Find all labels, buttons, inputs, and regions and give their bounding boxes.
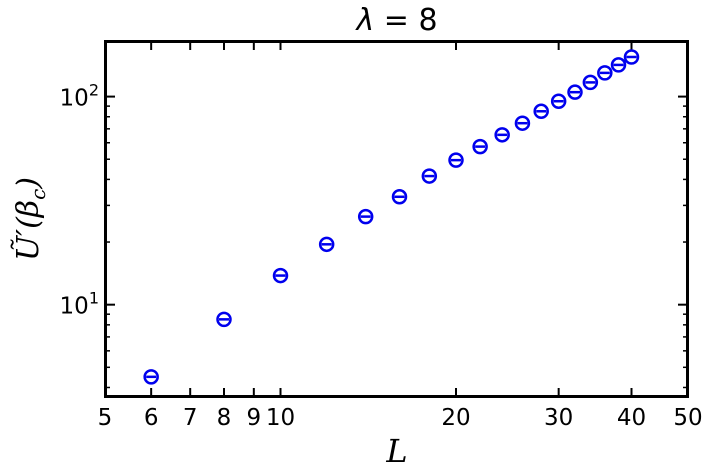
- data-point-marker: [143, 369, 159, 385]
- data-point: [318, 236, 335, 253]
- data-point: [391, 189, 408, 205]
- data-point-marker: [391, 189, 408, 205]
- data-point-marker: [216, 311, 232, 328]
- data-point-marker: [533, 103, 549, 120]
- x-tick-label: 50: [673, 405, 702, 431]
- data-point-marker: [597, 65, 613, 81]
- x-tick-label: 10: [266, 405, 295, 431]
- plot-frame: [104, 40, 689, 398]
- data-point: [623, 49, 640, 65]
- data-point: [597, 65, 613, 81]
- x-tick-labels: 5 6 7 8 9 10 20 30 40 50: [98, 405, 703, 431]
- data-point: [582, 74, 599, 91]
- data-point-marker: [357, 208, 374, 225]
- y-tick-label: 101: [60, 289, 99, 320]
- data-point: [567, 84, 583, 100]
- data-point-marker: [421, 168, 438, 184]
- x-axis-label: L: [385, 432, 407, 470]
- chart-title: λ = 8: [354, 3, 437, 38]
- x-tick-label: 7: [183, 405, 198, 431]
- data-point-marker: [494, 127, 510, 143]
- data-series: [143, 49, 640, 385]
- x-tick-label: 40: [617, 405, 646, 431]
- data-point: [514, 115, 531, 131]
- data-point: [143, 369, 159, 385]
- data-point: [472, 138, 488, 155]
- x-tick-label: 9: [247, 405, 262, 431]
- axis-ticks: [104, 41, 689, 397]
- data-point-marker: [623, 49, 640, 65]
- y-tick-labels: 101 102: [60, 81, 99, 320]
- data-point: [448, 152, 464, 168]
- x-tick-label: 30: [544, 405, 573, 431]
- data-point-marker: [550, 93, 567, 109]
- x-tick-label: 8: [217, 405, 232, 431]
- data-point: [357, 208, 374, 225]
- data-point-marker: [318, 236, 335, 253]
- y-axis-label: Ũ′(βc): [10, 177, 50, 261]
- data-point-marker: [514, 115, 531, 131]
- data-point: [216, 311, 232, 328]
- data-point-marker: [448, 152, 464, 168]
- y-tick-label: 102: [60, 81, 99, 112]
- data-point-marker: [610, 57, 627, 73]
- data-point-marker: [272, 267, 289, 284]
- x-tick-label: 20: [441, 405, 470, 431]
- data-point: [272, 267, 289, 284]
- data-point: [550, 93, 567, 109]
- data-point-marker: [472, 138, 488, 155]
- x-tick-label: 5: [98, 405, 113, 431]
- data-point-marker: [567, 84, 583, 100]
- data-point-marker: [582, 74, 599, 91]
- data-point: [421, 168, 438, 184]
- data-point: [610, 57, 627, 73]
- data-point: [494, 127, 510, 143]
- x-tick-label: 6: [144, 405, 159, 431]
- data-point: [533, 103, 549, 120]
